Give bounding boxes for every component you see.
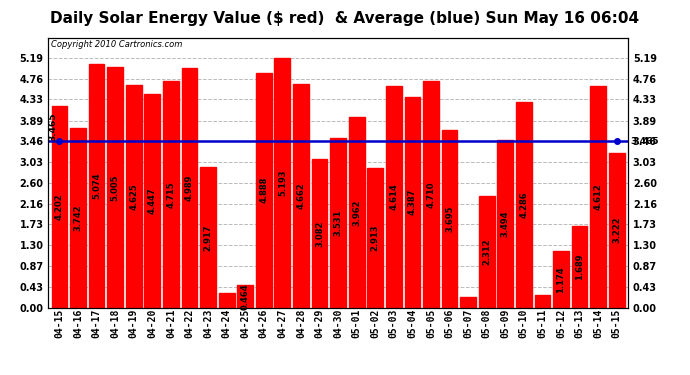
Text: 1.689: 1.689 (575, 254, 584, 280)
Bar (219, 293, 235, 308)
Bar (312, 159, 328, 308)
Bar (553, 251, 569, 308)
Text: 4.715: 4.715 (166, 181, 175, 207)
Bar (404, 97, 420, 308)
Bar (423, 81, 439, 308)
Bar (256, 73, 272, 308)
Bar (460, 297, 476, 307)
Bar (181, 68, 197, 308)
Text: 3.962: 3.962 (352, 199, 361, 226)
Bar (442, 130, 457, 308)
Text: 5.074: 5.074 (92, 172, 101, 199)
Text: 4.202: 4.202 (55, 193, 64, 220)
Text: 3.742: 3.742 (74, 204, 83, 231)
Text: 3.222: 3.222 (612, 217, 621, 243)
Text: 3.465: 3.465 (48, 112, 57, 141)
Text: 4.888: 4.888 (259, 177, 268, 203)
Text: 3.695: 3.695 (445, 206, 454, 232)
Bar (237, 285, 253, 308)
Bar (200, 167, 216, 308)
Text: 4.625: 4.625 (129, 183, 138, 210)
Bar (367, 168, 383, 308)
Bar (126, 85, 141, 308)
Bar (52, 106, 68, 308)
Bar (386, 86, 402, 308)
Text: 4.612: 4.612 (593, 183, 602, 210)
Text: 4.614: 4.614 (389, 183, 398, 210)
Text: 0.464: 0.464 (241, 283, 250, 310)
Bar (107, 67, 123, 308)
Text: 2.917: 2.917 (204, 224, 213, 251)
Bar (516, 102, 532, 308)
Bar (348, 117, 364, 308)
Text: 4.710: 4.710 (426, 181, 435, 208)
Bar (590, 86, 606, 308)
Text: 3.082: 3.082 (315, 220, 324, 247)
Text: Daily Solar Energy Value ($ red)  & Average (blue) Sun May 16 06:04: Daily Solar Energy Value ($ red) & Avera… (50, 11, 640, 26)
Text: 4.286: 4.286 (520, 191, 529, 218)
Text: Copyright 2010 Cartronics.com: Copyright 2010 Cartronics.com (51, 40, 183, 49)
Text: 2.913: 2.913 (371, 224, 380, 251)
Text: 4.989: 4.989 (185, 174, 194, 201)
Text: 3.531: 3.531 (333, 209, 343, 236)
Text: 4.662: 4.662 (297, 182, 306, 209)
Bar (535, 295, 551, 307)
Bar (275, 58, 290, 308)
Bar (572, 226, 587, 308)
Text: 1.174: 1.174 (557, 266, 566, 292)
Bar (497, 140, 513, 308)
Bar (89, 64, 104, 308)
Text: 5.193: 5.193 (278, 170, 287, 196)
Text: 2.312: 2.312 (482, 238, 491, 265)
Text: 3.494: 3.494 (501, 210, 510, 237)
Bar (144, 94, 160, 308)
Bar (331, 138, 346, 308)
Text: 5.005: 5.005 (110, 174, 119, 201)
Text: 4.447: 4.447 (148, 188, 157, 214)
Bar (70, 128, 86, 308)
Bar (479, 196, 495, 308)
Bar (609, 153, 624, 308)
Text: 4.387: 4.387 (408, 189, 417, 215)
Text: 3.465: 3.465 (631, 136, 660, 146)
Bar (293, 84, 309, 308)
Bar (163, 81, 179, 308)
